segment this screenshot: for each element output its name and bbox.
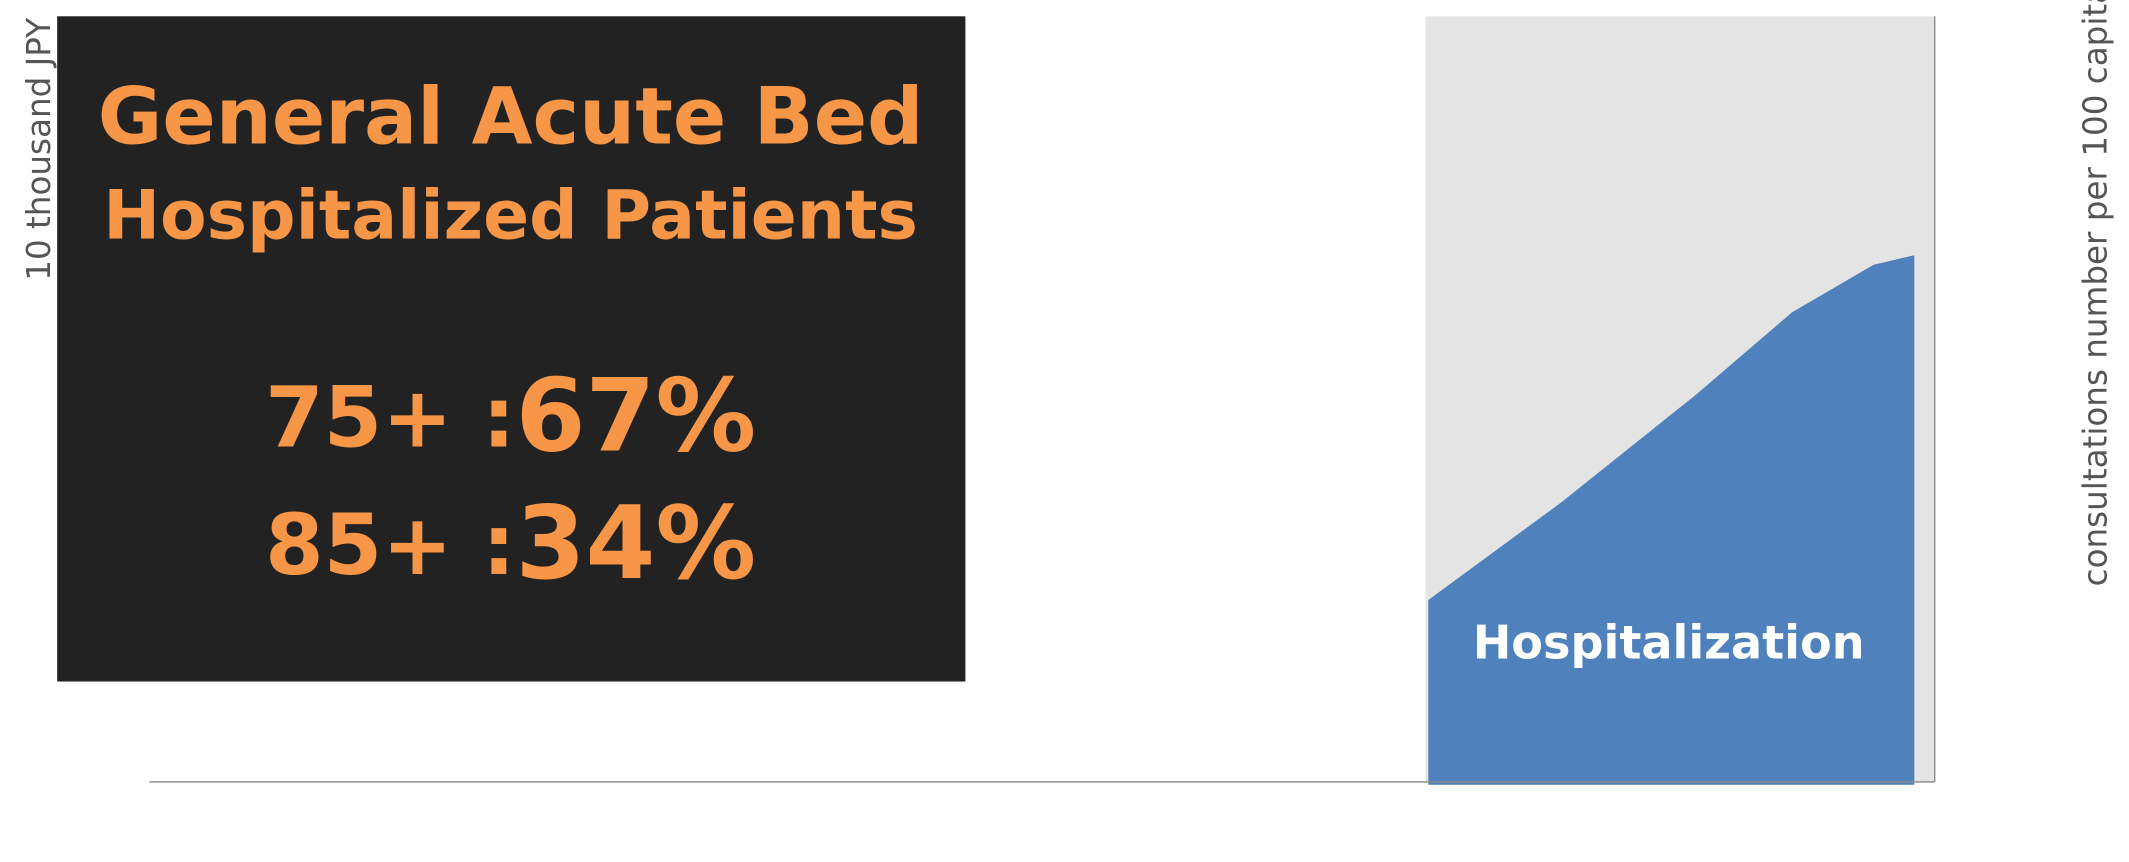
overlay-title: Hospitalized Patients [103,176,918,255]
overlay-prefix: 75+ : [265,369,516,467]
overlay-title: General Acute Bed [98,71,924,163]
overlay-prefix: 85+ : [265,496,516,594]
annotation: Hospitalization [1473,616,1865,670]
overlay-box [57,16,966,682]
y-axis-label: 10 thousand JPY [20,18,58,281]
overlay-value: 34% [516,486,756,603]
y2-axis-label: consultations number per 100 capita [2077,0,2115,586]
overlay-line: 75+ :67% [265,358,756,475]
overlay-value: 67% [516,358,756,475]
overlay-line: 85+ :34% [265,486,756,603]
hospitalization-area [1428,255,1915,785]
